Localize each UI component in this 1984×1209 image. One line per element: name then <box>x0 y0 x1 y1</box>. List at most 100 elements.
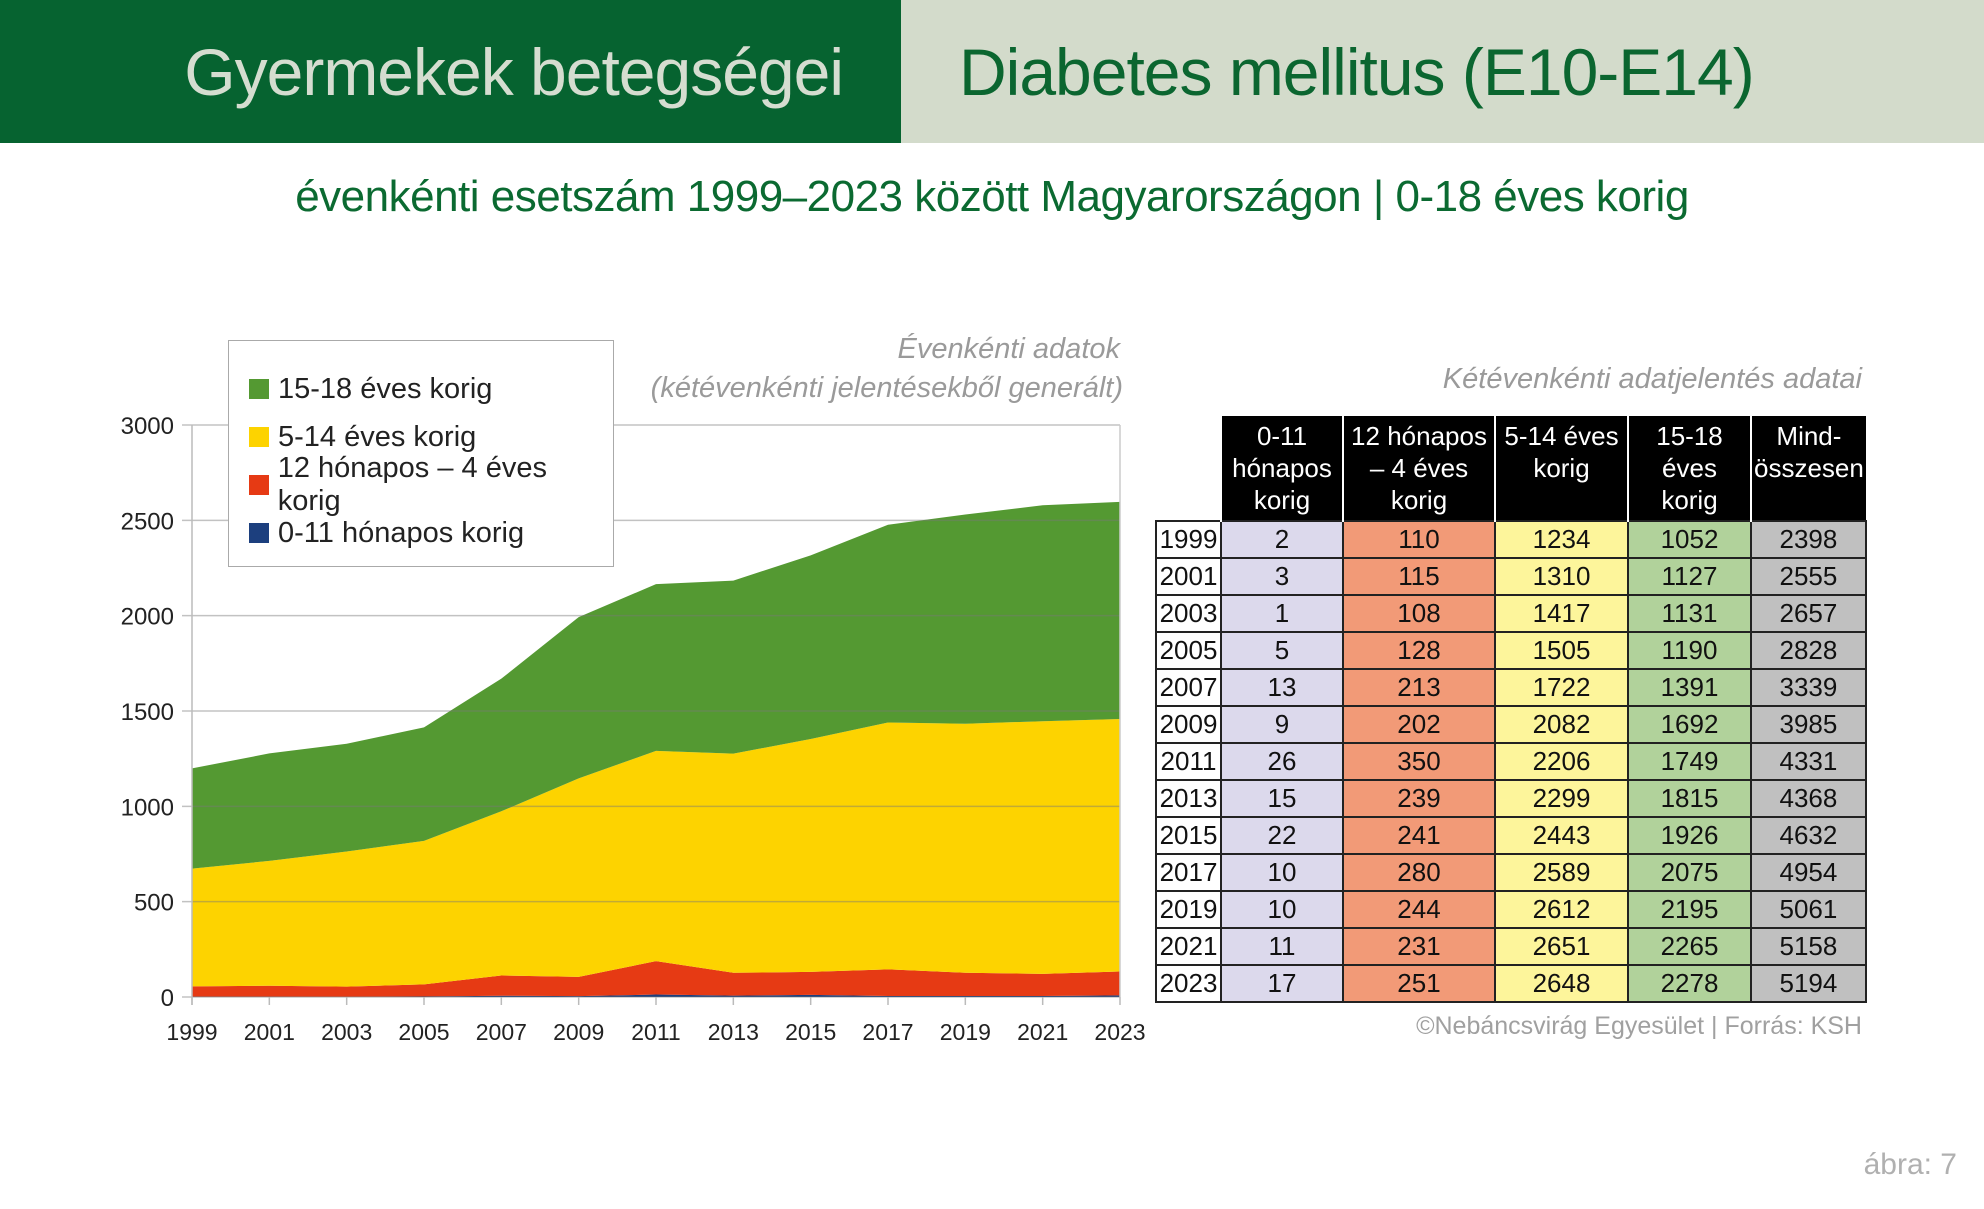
year-cell: 2015 <box>1155 816 1222 855</box>
data-table: 0-11 hónapos korig 12 hónapos – 4 éves ko… <box>1155 416 1867 1003</box>
legend-label: 12 hónapos – 4 éves korig <box>277 452 547 517</box>
x-tick-label: 1999 <box>166 1019 217 1045</box>
x-tick-label: 2003 <box>321 1019 372 1045</box>
value-cell: 280 <box>1342 853 1496 892</box>
y-tick-label: 500 <box>134 890 174 917</box>
source-credit: ©Nebáncsvirág Egyesület | Forrás: KSH <box>1416 1012 1862 1040</box>
value-cell: 1815 <box>1627 779 1752 818</box>
table-row: 2003 1 108 1417 1131 2657 <box>1155 594 1867 633</box>
value-cell: 5158 <box>1750 927 1867 966</box>
value-cell: 2612 <box>1494 890 1629 929</box>
value-cell: 5194 <box>1750 964 1867 1003</box>
legend-item: 0-11 hónapos korig <box>249 509 613 557</box>
value-cell: 2555 <box>1750 557 1867 596</box>
column-header: 12 hónapos – 4 éves korig <box>1342 416 1495 521</box>
year-cell: 2013 <box>1155 779 1222 818</box>
chart-note-subtitle: (kétévenkénti jelentésekből generált) <box>650 372 1123 404</box>
table-row: 1999 2 110 1234 1052 2398 <box>1155 520 1867 559</box>
value-cell: 4954 <box>1750 853 1867 892</box>
value-cell: 1131 <box>1627 594 1752 633</box>
header-category: Gyermekek betegségei <box>0 0 901 143</box>
legend-item: 12 hónapos – 4 éves korig <box>249 452 613 517</box>
year-cell: 2009 <box>1155 705 1222 744</box>
year-cell: 2011 <box>1155 742 1222 781</box>
column-header: 15-18 éves korig <box>1627 416 1751 521</box>
value-cell: 15 <box>1220 779 1344 818</box>
year-cell: 2021 <box>1155 927 1222 966</box>
value-cell: 241 <box>1342 816 1496 855</box>
x-tick-label: 2021 <box>1017 1019 1068 1045</box>
value-cell: 4331 <box>1750 742 1867 781</box>
legend-swatch <box>249 523 269 543</box>
value-cell: 2299 <box>1494 779 1629 818</box>
value-cell: 4368 <box>1750 779 1867 818</box>
table-row: 2017 10 280 2589 2075 4954 <box>1155 853 1867 892</box>
value-cell: 1391 <box>1627 668 1752 707</box>
value-cell: 1310 <box>1494 557 1629 596</box>
x-tick-label: 2011 <box>631 1019 680 1045</box>
x-tick-label: 2013 <box>708 1019 759 1045</box>
chart-legend: 15-18 éves korig 5-14 éves korig 12 hónapo… <box>228 340 614 567</box>
column-header: 0-11 hónapos korig <box>1220 416 1343 521</box>
value-cell: 2206 <box>1494 742 1629 781</box>
value-cell: 1 <box>1220 594 1344 633</box>
value-cell: 17 <box>1220 964 1344 1003</box>
table-row: 2009 9 202 2082 1692 3985 <box>1155 705 1867 744</box>
value-cell: 1722 <box>1494 668 1629 707</box>
value-cell: 202 <box>1342 705 1496 744</box>
year-cell: 2019 <box>1155 890 1222 929</box>
value-cell: 2278 <box>1627 964 1752 1003</box>
x-tick-label: 2017 <box>862 1019 913 1045</box>
y-tick-label: 1000 <box>121 794 174 821</box>
table-row: 2021 11 231 2651 2265 5158 <box>1155 927 1867 966</box>
area-series-1 <box>192 961 1120 997</box>
value-cell: 1692 <box>1627 705 1752 744</box>
value-cell: 1417 <box>1494 594 1629 633</box>
year-cell: 2005 <box>1155 631 1222 670</box>
value-cell: 2589 <box>1494 853 1629 892</box>
value-cell: 5 <box>1220 631 1344 670</box>
column-header: Mind-összesen <box>1750 416 1866 521</box>
value-cell: 3985 <box>1750 705 1867 744</box>
value-cell: 108 <box>1342 594 1496 633</box>
table-row: 2019 10 244 2612 2195 5061 <box>1155 890 1867 929</box>
x-tick-label: 2015 <box>785 1019 836 1045</box>
value-cell: 13 <box>1220 668 1344 707</box>
figure-label: ábra: 7 <box>1863 1148 1957 1181</box>
x-tick-label: 2023 <box>1094 1019 1145 1045</box>
value-cell: 2082 <box>1494 705 1629 744</box>
legend-label: 5-14 éves korig <box>278 420 477 453</box>
year-cell: 2003 <box>1155 594 1222 633</box>
table-row: 2007 13 213 1722 1391 3339 <box>1155 668 1867 707</box>
y-tick-label: 1500 <box>121 699 174 726</box>
value-cell: 3339 <box>1750 668 1867 707</box>
y-tick-label: 2500 <box>121 508 174 535</box>
value-cell: 1749 <box>1627 742 1752 781</box>
legend-swatch <box>249 475 269 495</box>
value-cell: 1052 <box>1627 520 1752 559</box>
value-cell: 244 <box>1342 890 1496 929</box>
table-title: Kétévenkénti adatjelentés adatai <box>1442 363 1862 395</box>
area-series-0 <box>192 994 1120 997</box>
value-cell: 1505 <box>1494 631 1629 670</box>
value-cell: 2657 <box>1750 594 1867 633</box>
column-header: 5-14 éves korig <box>1494 416 1628 521</box>
value-cell: 11 <box>1220 927 1344 966</box>
value-cell: 1190 <box>1627 631 1752 670</box>
value-cell: 213 <box>1342 668 1496 707</box>
value-cell: 2398 <box>1750 520 1867 559</box>
value-cell: 350 <box>1342 742 1496 781</box>
legend-label: 15-18 éves korig <box>278 372 493 405</box>
value-cell: 231 <box>1342 927 1496 966</box>
table-row: 2015 22 241 2443 1926 4632 <box>1155 816 1867 855</box>
table-row: 2013 15 239 2299 1815 4368 <box>1155 779 1867 818</box>
value-cell: 26 <box>1220 742 1344 781</box>
value-cell: 110 <box>1342 520 1496 559</box>
x-tick-label: 2007 <box>476 1019 527 1045</box>
value-cell: 1127 <box>1627 557 1752 596</box>
value-cell: 115 <box>1342 557 1496 596</box>
year-cell: 2017 <box>1155 853 1222 892</box>
value-cell: 128 <box>1342 631 1496 670</box>
value-cell: 5061 <box>1750 890 1867 929</box>
value-cell: 10 <box>1220 853 1344 892</box>
